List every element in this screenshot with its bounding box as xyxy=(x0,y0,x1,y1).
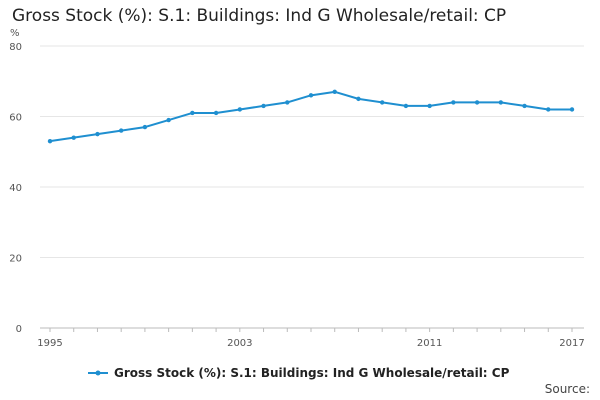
y-tick-label: 0 xyxy=(16,324,22,335)
data-point xyxy=(95,131,100,137)
y-axis-unit: % xyxy=(10,28,20,39)
x-tick-label: 2017 xyxy=(559,338,584,349)
legend-label: Gross Stock (%): S.1: Buildings: Ind G W… xyxy=(114,366,510,380)
data-point xyxy=(474,100,480,105)
y-tick-label: 80 xyxy=(9,42,22,53)
data-point xyxy=(237,107,243,112)
legend: Gross Stock (%): S.1: Buildings: Ind G W… xyxy=(88,366,509,380)
axes: 0 20 40 60 80% 1995 2003 2011 2017 xyxy=(9,28,584,349)
data-point xyxy=(71,135,76,140)
data-point xyxy=(498,100,504,105)
y-tick-label: 20 xyxy=(9,254,22,265)
data-point xyxy=(427,103,432,109)
x-tick-label: 2011 xyxy=(417,338,442,349)
y-tick-label: 60 xyxy=(9,113,22,124)
gridlines xyxy=(40,45,584,329)
data-point xyxy=(332,89,337,95)
data-point xyxy=(308,93,314,98)
data-point xyxy=(285,100,290,105)
x-tick-label: 2003 xyxy=(227,338,252,349)
data-point xyxy=(190,110,195,116)
legend-swatch xyxy=(88,370,108,376)
data-point xyxy=(403,103,409,109)
data-point xyxy=(522,103,527,109)
data-point xyxy=(47,138,53,144)
data-point xyxy=(451,100,456,105)
data-point xyxy=(118,128,124,133)
data-point xyxy=(142,124,148,130)
data-point xyxy=(379,100,385,105)
source-label: Source: xyxy=(544,382,590,396)
series-layer xyxy=(47,89,575,144)
data-point xyxy=(213,110,219,116)
x-tick-label: 1995 xyxy=(37,338,62,349)
data-point xyxy=(261,103,266,109)
data-point xyxy=(166,117,171,123)
data-point xyxy=(546,107,551,112)
data-point xyxy=(569,107,575,112)
chart-title: Gross Stock (%): S.1: Buildings: Ind G W… xyxy=(12,6,507,26)
data-point xyxy=(356,96,361,102)
y-tick-label: 40 xyxy=(9,183,22,194)
